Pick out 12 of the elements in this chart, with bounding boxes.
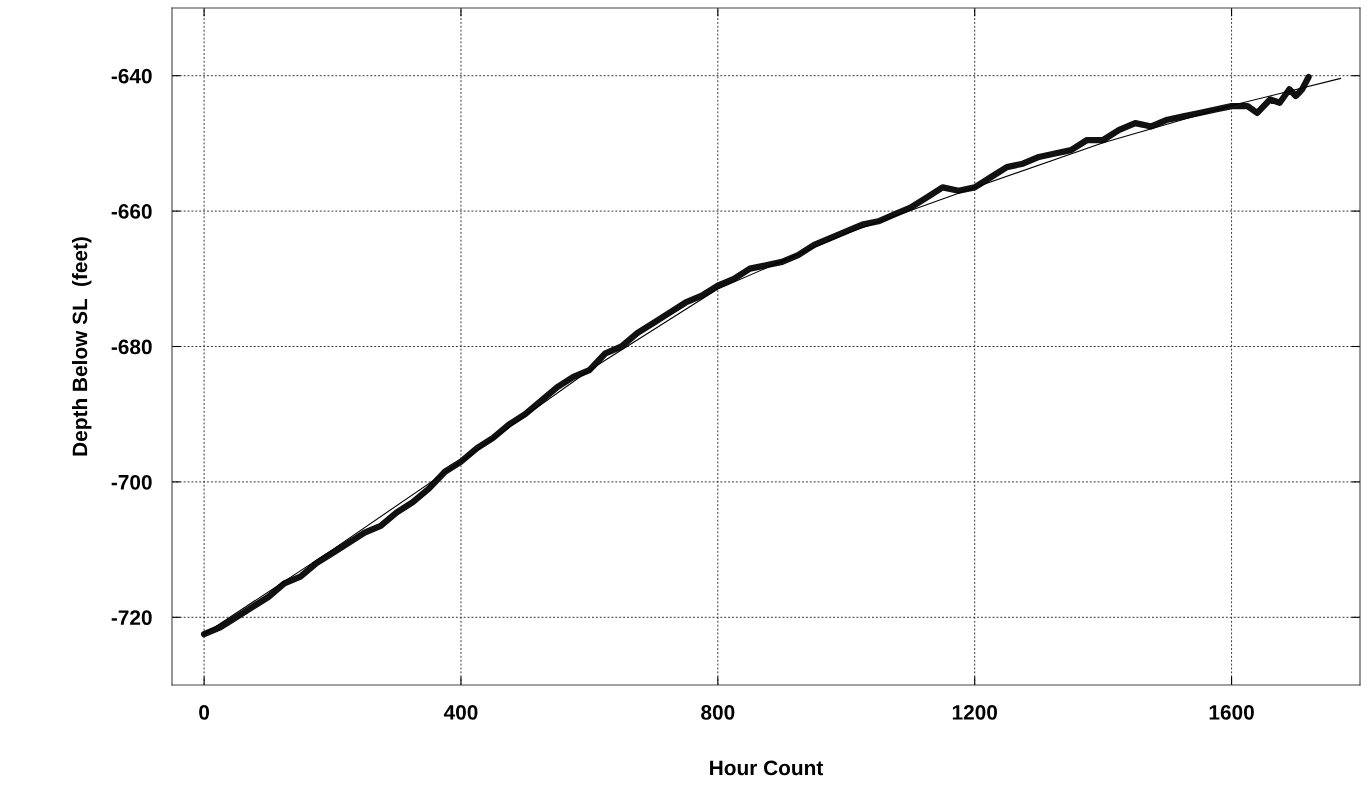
x-tick-label: 1600 xyxy=(1209,704,1254,720)
y-tick-label: -660 xyxy=(111,204,152,219)
x-tick-label: 1200 xyxy=(952,704,998,720)
x-axis-title: Hour Count xyxy=(710,760,824,776)
y-tick-label: -720 xyxy=(111,610,152,626)
y-tick-label: -700 xyxy=(111,474,152,490)
x-tick-label: 0 xyxy=(199,704,210,720)
y-axis-title: Depth Below SL (feet) xyxy=(72,237,92,456)
y-tick-label: -680 xyxy=(111,339,152,355)
x-tick-label: 800 xyxy=(701,704,735,720)
y-tick-label: -640 xyxy=(111,68,152,84)
x-tick-label: 400 xyxy=(443,704,478,720)
